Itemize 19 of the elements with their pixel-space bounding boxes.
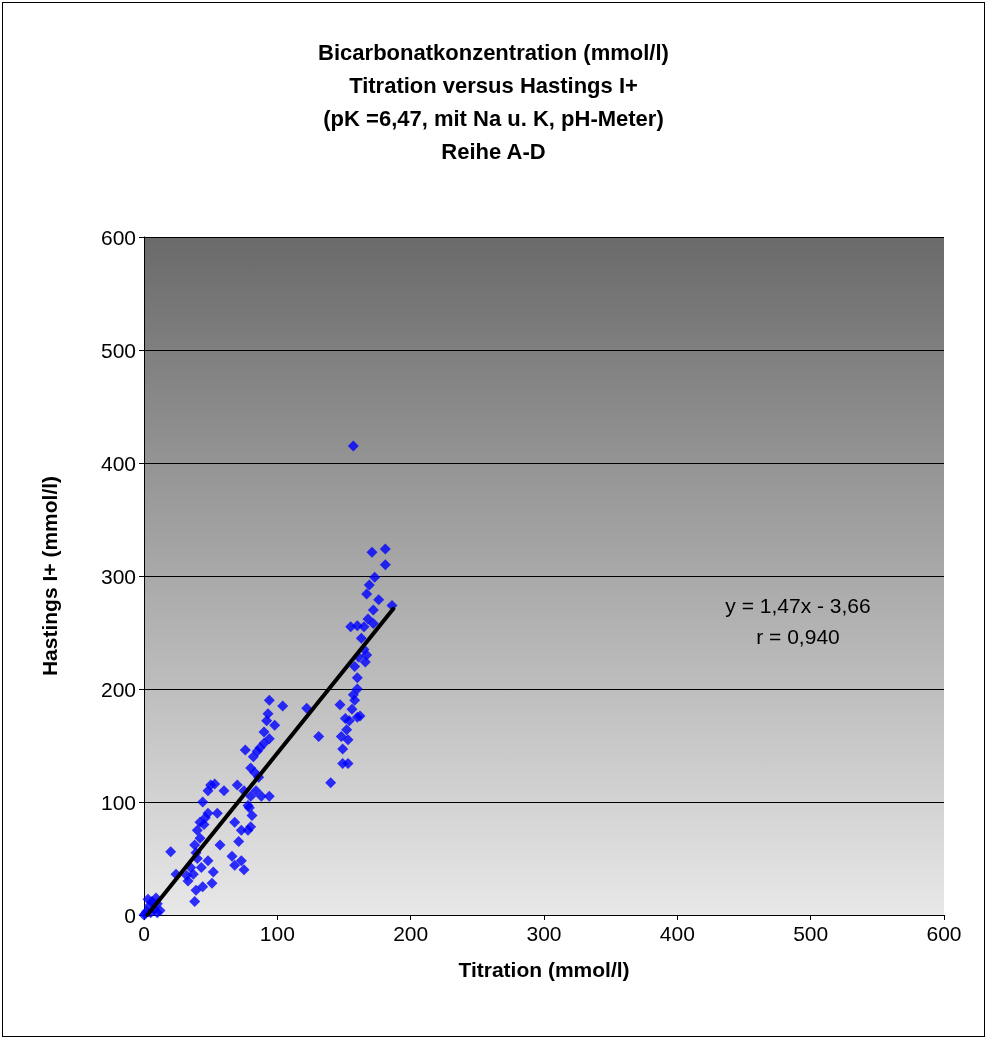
x-tick-label: 300 (526, 922, 562, 945)
x-tick-label: 100 (259, 922, 295, 945)
y-axis-title: Hastings I+ (mmol/l) (38, 475, 61, 677)
x-tick-label: 200 (393, 922, 429, 945)
chart-title: Bicarbonatkonzentration (mmol/l) Titration versus Hastings I+ (pK =6,47, mit Na u. K, pH-Meter) Reihe A-D (318, 40, 669, 164)
y-tick-label: 100 (100, 790, 136, 814)
x-tick-label: 500 (793, 922, 829, 945)
y-tick-label: 0 (124, 903, 136, 927)
x-axis-title: Titration (mmol/l) (458, 958, 630, 981)
x-tick-label: 600 (926, 922, 962, 945)
x-tick-label: 400 (659, 922, 695, 945)
y-tick-label: 200 (100, 677, 136, 701)
annotation: r = 0,940 (756, 625, 840, 648)
y-tick-label: 500 (100, 338, 136, 362)
y-tick-label: 600 (100, 225, 136, 249)
y-tick-label: 400 (100, 451, 136, 475)
annotation: y = 1,47x - 3,66 (725, 594, 871, 617)
y-tick-label: 300 (100, 564, 136, 588)
x-tick-label: 0 (138, 922, 150, 945)
